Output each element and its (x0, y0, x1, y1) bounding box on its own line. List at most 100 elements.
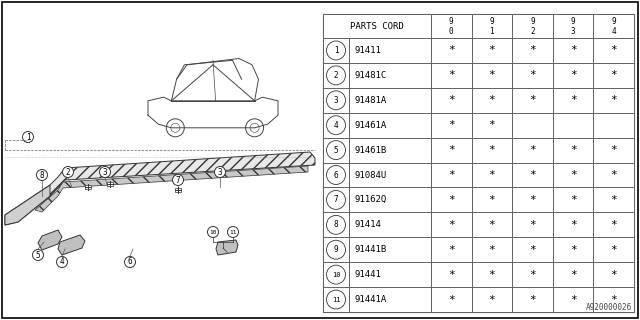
Bar (349, 88, 431, 113)
Bar (512, 88, 553, 113)
Text: *: * (529, 170, 536, 180)
Text: *: * (611, 195, 617, 205)
Circle shape (250, 123, 259, 132)
Circle shape (227, 227, 239, 237)
Bar (472, 38, 512, 63)
Text: 9: 9 (611, 17, 616, 26)
Text: *: * (448, 70, 454, 80)
Text: *: * (570, 70, 577, 80)
Text: 3: 3 (333, 96, 339, 105)
Text: 1: 1 (490, 27, 494, 36)
Bar (323, 88, 349, 113)
Circle shape (326, 116, 346, 135)
Bar (593, 212, 634, 237)
Bar (323, 237, 349, 262)
Text: *: * (488, 220, 495, 230)
Circle shape (326, 66, 346, 85)
Bar (512, 188, 553, 212)
Text: 91461A: 91461A (354, 121, 387, 130)
Bar (431, 262, 472, 287)
Bar (349, 212, 431, 237)
Text: 91084U: 91084U (354, 171, 387, 180)
Bar (553, 163, 593, 188)
Text: *: * (529, 220, 536, 230)
Circle shape (326, 265, 346, 284)
Bar (431, 113, 472, 138)
Bar (85, 185, 91, 189)
Text: 10: 10 (332, 272, 340, 278)
Text: *: * (529, 245, 536, 255)
Bar (512, 237, 553, 262)
Bar (472, 287, 512, 312)
Bar (472, 212, 512, 237)
Bar (512, 163, 553, 188)
Text: *: * (529, 195, 536, 205)
Circle shape (33, 250, 44, 260)
Text: *: * (611, 45, 617, 55)
Bar (553, 212, 593, 237)
Bar (593, 237, 634, 262)
Bar (431, 138, 472, 163)
Bar (323, 188, 349, 212)
Text: *: * (611, 70, 617, 80)
Text: *: * (488, 95, 495, 105)
Bar (553, 188, 593, 212)
Bar (323, 287, 349, 312)
Text: *: * (611, 220, 617, 230)
Circle shape (214, 166, 225, 178)
Bar (472, 113, 512, 138)
Bar (593, 63, 634, 88)
Bar (431, 14, 472, 38)
Bar (349, 287, 431, 312)
Text: 91414: 91414 (354, 220, 381, 229)
Bar (553, 262, 593, 287)
Text: 9: 9 (571, 17, 575, 26)
Circle shape (207, 227, 218, 237)
Circle shape (326, 215, 346, 234)
Text: *: * (570, 195, 577, 205)
Text: 5: 5 (36, 251, 40, 260)
Bar (349, 138, 431, 163)
Text: *: * (570, 270, 577, 280)
Circle shape (99, 166, 111, 178)
Text: PARTS CORD: PARTS CORD (350, 21, 404, 30)
Text: *: * (611, 170, 617, 180)
Text: 9: 9 (449, 17, 454, 26)
Bar (323, 138, 349, 163)
Circle shape (173, 174, 184, 186)
Polygon shape (58, 235, 85, 255)
Text: 4: 4 (611, 27, 616, 36)
Circle shape (63, 166, 74, 178)
Bar (553, 138, 593, 163)
Text: *: * (529, 70, 536, 80)
Bar (593, 113, 634, 138)
Text: 91441: 91441 (354, 270, 381, 279)
Bar (593, 262, 634, 287)
Text: 91441A: 91441A (354, 295, 387, 304)
Bar (323, 14, 431, 38)
Text: *: * (529, 95, 536, 105)
Bar (593, 138, 634, 163)
Text: 6: 6 (333, 171, 339, 180)
Text: *: * (611, 270, 617, 280)
Text: *: * (448, 170, 454, 180)
Circle shape (56, 257, 67, 268)
Bar (323, 163, 349, 188)
Bar (553, 113, 593, 138)
Bar (593, 88, 634, 113)
Text: 9: 9 (490, 17, 494, 26)
Bar (512, 14, 553, 38)
Text: *: * (570, 45, 577, 55)
Circle shape (326, 240, 346, 259)
Text: 6: 6 (128, 258, 132, 267)
Text: 91481A: 91481A (354, 96, 387, 105)
Text: 2: 2 (333, 71, 339, 80)
Bar (431, 237, 472, 262)
Bar (472, 14, 512, 38)
Text: 10: 10 (209, 229, 217, 235)
Text: *: * (448, 270, 454, 280)
Text: *: * (448, 120, 454, 130)
Text: 2: 2 (530, 27, 535, 36)
Bar (349, 163, 431, 188)
Bar (323, 14, 634, 312)
